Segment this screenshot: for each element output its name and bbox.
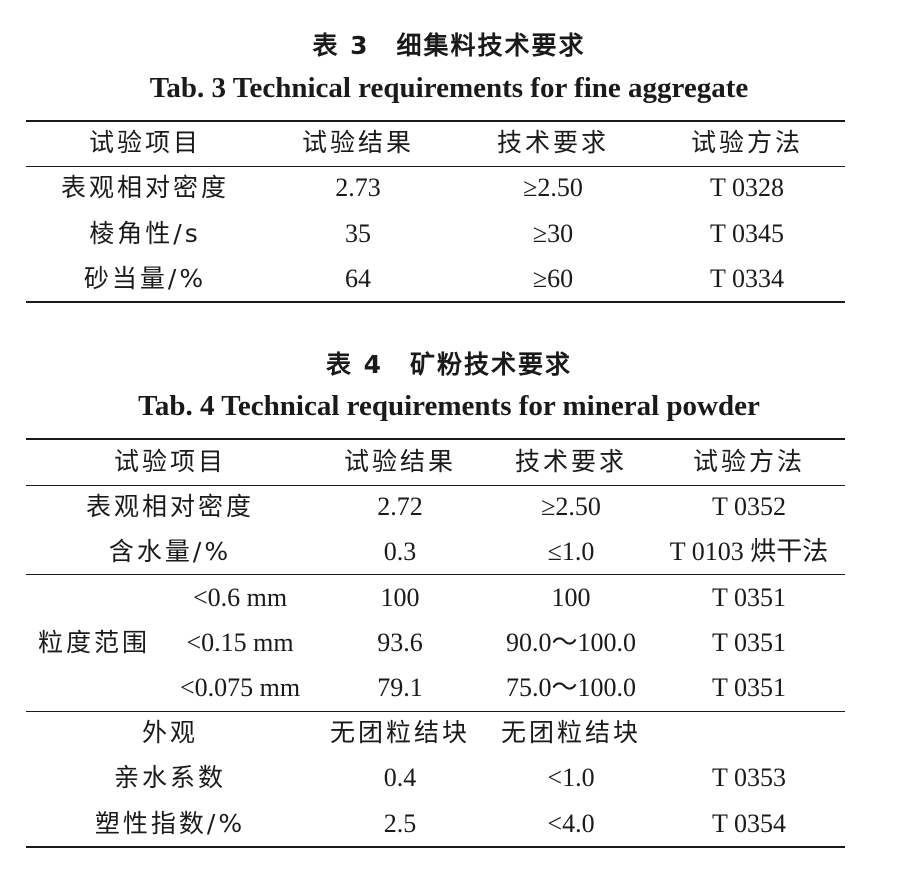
table3-header-result: 试验结果	[301, 128, 415, 157]
table4-grad3-result: 79.1	[377, 673, 423, 702]
table4-row2-requirement: ≤1.0	[547, 537, 595, 566]
table4-header-item: 试验项目	[113, 447, 227, 476]
table4-gradation-top-rule	[26, 574, 845, 575]
table4-row1-requirement: ≥2.50	[541, 492, 601, 521]
table3-row1-method: T 0328	[710, 173, 784, 202]
table4-grad1-result: 100	[380, 583, 420, 612]
table3-row3-result: 64	[345, 264, 371, 293]
table3-caption-en: Tab. 3 Technical requirements for fine a…	[149, 72, 749, 104]
table4-grad3-method: T 0351	[712, 673, 786, 702]
table4-bottom-rule	[26, 846, 845, 848]
table4-gradation-label: 粒度范围	[38, 628, 151, 657]
table3-row2-item: 棱角性/s	[89, 219, 201, 248]
table4-header-requirement: 技术要求	[514, 447, 628, 476]
table3-bottom-rule	[26, 301, 845, 303]
table4-other1-result: 无团粒结块	[329, 718, 471, 747]
table4-other2-item: 亲水系数	[113, 763, 227, 792]
table4-grad2-requirement: 90.0～100.0	[505, 628, 637, 657]
table3-row3-method: T 0334	[710, 264, 784, 293]
table4-row1-method: T 0352	[712, 492, 786, 521]
table4-row2-item: 含水量/%	[108, 537, 232, 566]
table4-header-rule	[26, 485, 845, 486]
table4-row2-method: T 0103 烘干法	[669, 537, 829, 566]
table3-row2-result: 35	[345, 219, 371, 248]
table3-row1-result: 2.73	[335, 173, 381, 202]
table4-other1-requirement: 无团粒结块	[500, 718, 642, 747]
table4-grad3-item: <0.075 mm	[179, 673, 301, 702]
table4-other3-item: 塑性指数/%	[94, 809, 246, 838]
table4-other1-item: 外观	[141, 718, 199, 747]
table4-header-result: 试验结果	[343, 447, 457, 476]
table4-other3-result: 2.5	[383, 809, 417, 838]
table4-grad2-item: <0.15 mm	[186, 628, 294, 657]
table3-row2-method: T 0345	[710, 219, 784, 248]
table4-top-rule	[26, 438, 845, 440]
table4-row1-item: 表观相对密度	[85, 492, 255, 521]
table4-grad3-requirement: 75.0～100.0	[505, 673, 637, 702]
table4-other3-method: T 0354	[712, 809, 786, 838]
table4-other2-result: 0.4	[383, 763, 417, 792]
table3-row1-requirement: ≥2.50	[523, 173, 583, 202]
table4-caption-cn: 表 4 矿粉技术要求	[325, 350, 573, 379]
table3-header-method: 试验方法	[690, 128, 804, 157]
table4-other2-method: T 0353	[712, 763, 786, 792]
table4-other-top-rule	[26, 711, 845, 712]
table3-header-rule	[26, 166, 845, 167]
table3-top-rule	[26, 120, 845, 122]
table4-header-method: 试验方法	[692, 447, 806, 476]
table4-grad2-result: 93.6	[377, 628, 423, 657]
table4-other3-requirement: <4.0	[547, 809, 595, 838]
table4-row2-result: 0.3	[383, 537, 417, 566]
table4-row1-result: 2.72	[377, 492, 423, 521]
table3-header-requirement: 技术要求	[496, 128, 610, 157]
table4-grad1-item: <0.6 mm	[192, 583, 288, 612]
table3-row3-item: 砂当量/%	[83, 264, 207, 293]
table3-row2-requirement: ≥30	[532, 219, 574, 248]
table3-caption-cn: 表 3 细集料技术要求	[312, 31, 586, 60]
table4-grad2-method: T 0351	[712, 628, 786, 657]
table4-grad1-method: T 0351	[712, 583, 786, 612]
table3-row1-item: 表观相对密度	[60, 173, 230, 202]
table4-caption-en: Tab. 4 Technical requirements for minera…	[138, 390, 760, 422]
table4-other2-requirement: <1.0	[547, 763, 595, 792]
table4-grad1-requirement: 100	[551, 583, 591, 612]
table3-row3-requirement: ≥60	[532, 264, 574, 293]
table3-header-item: 试验项目	[88, 128, 202, 157]
